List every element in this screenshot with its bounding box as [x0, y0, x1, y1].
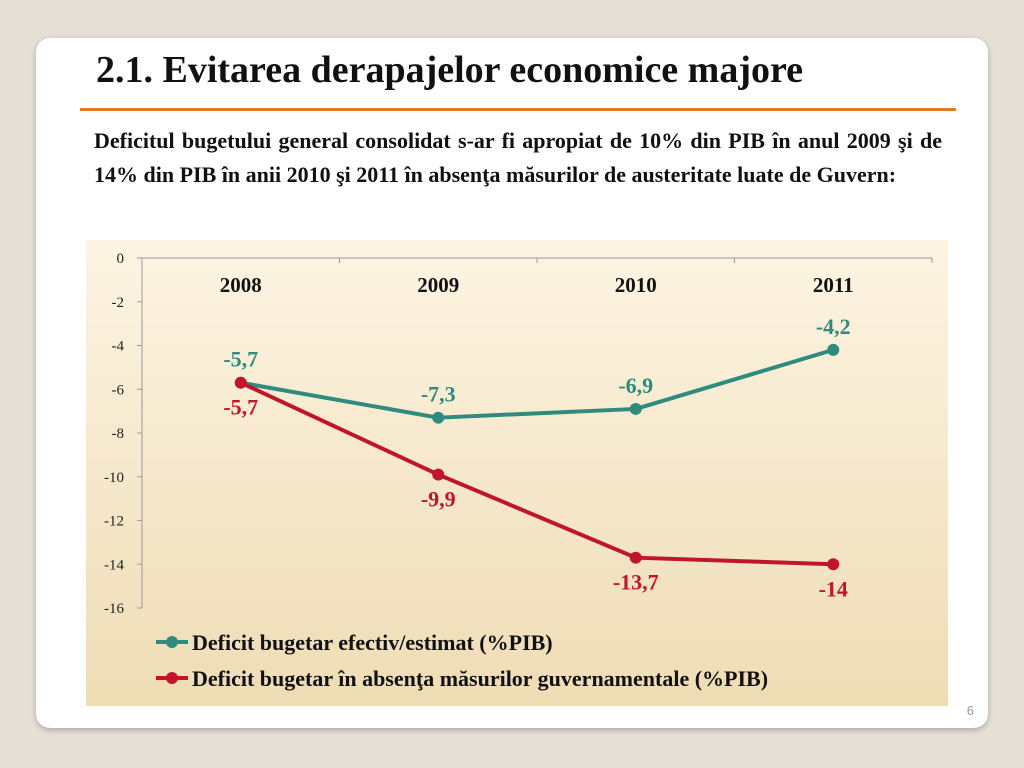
- y-tick-label: -6: [112, 382, 125, 398]
- y-tick-label: -10: [104, 470, 124, 486]
- legend-marker: [166, 672, 178, 684]
- y-tick-label: 0: [117, 251, 125, 267]
- y-tick-label: -12: [104, 514, 124, 530]
- y-tick-label: -4: [112, 339, 125, 355]
- slide: 2.1. Evitarea derapajelor economice majo…: [36, 38, 988, 728]
- data-label: -6,9: [618, 373, 653, 398]
- data-label: -9,9: [421, 487, 456, 512]
- data-label: -5,7: [223, 395, 258, 420]
- title-underline: [80, 108, 956, 111]
- data-point: [827, 558, 840, 571]
- y-tick-label: -16: [104, 601, 124, 617]
- y-tick-label: -14: [104, 557, 124, 573]
- x-tick-label: 2010: [615, 273, 657, 297]
- data-point: [629, 551, 642, 564]
- data-label: -14: [819, 576, 848, 601]
- data-label: -4,2: [816, 314, 851, 339]
- data-point: [432, 468, 445, 481]
- data-point: [827, 343, 840, 356]
- legend-label: Deficit bugetar în absenţa măsurilor guv…: [192, 666, 768, 691]
- chart-background: [86, 240, 948, 706]
- legend-label: Deficit bugetar efectiv/estimat (%PIB): [192, 630, 553, 655]
- y-tick-label: -8: [112, 426, 125, 442]
- data-label: -7,3: [421, 382, 456, 407]
- slide-paragraph: Deficitul bugetului general consolidat s…: [94, 128, 942, 187]
- slide-title: 2.1. Evitarea derapajelor economice majo…: [96, 49, 804, 91]
- series-line: [240, 347, 834, 420]
- line-chart: 0 -2 -4 -6 -8 -10 -12 -14 -16 2008 2009 2010 2011 -5…: [86, 240, 948, 706]
- data-point: [234, 376, 247, 389]
- data-point: [629, 402, 642, 415]
- data-point: [432, 411, 445, 424]
- y-tick-label: -2: [112, 295, 125, 311]
- x-tick-label: 2011: [813, 273, 854, 297]
- legend-marker: [166, 636, 178, 648]
- x-tick-label: 2008: [220, 273, 262, 297]
- page-number: 6: [966, 703, 974, 718]
- series-line: [239, 380, 834, 567]
- data-label: -13,7: [613, 570, 659, 595]
- x-tick-label: 2009: [417, 273, 459, 297]
- data-label: -5,7: [223, 347, 258, 372]
